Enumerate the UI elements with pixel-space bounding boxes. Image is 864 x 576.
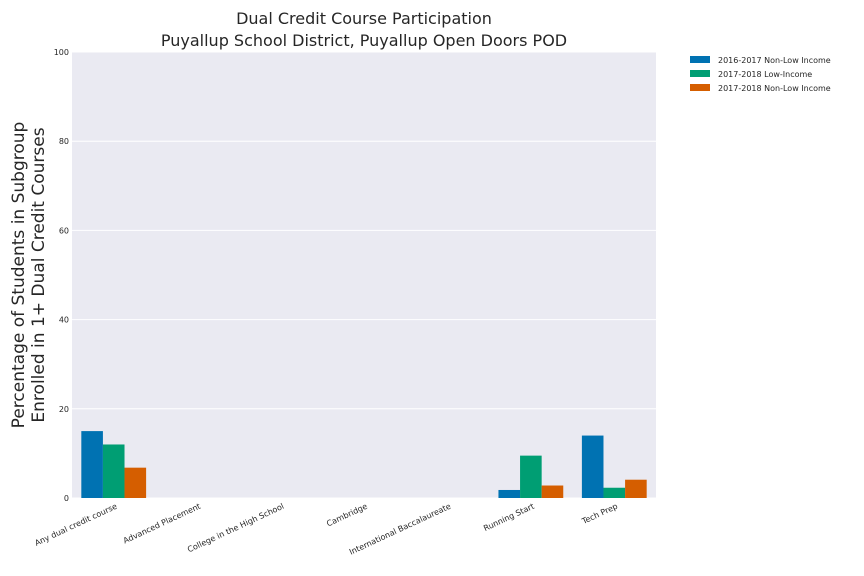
legend: 2016-2017 Non-Low Income 2017-2018 Low-In… xyxy=(690,56,831,93)
bar xyxy=(541,485,564,498)
y-axis-label-line1: Percentage of Students in Subgroup xyxy=(9,122,29,429)
bar xyxy=(81,431,103,498)
bar xyxy=(581,435,604,498)
bar xyxy=(625,479,647,498)
y-axis-label-line2: Enrolled in 1+ Dual Credit Courses xyxy=(29,127,49,422)
bar xyxy=(520,455,542,498)
bar xyxy=(498,489,521,498)
chart-subtitle: Puyallup School District, Puyallup Open … xyxy=(161,31,567,50)
y-tick-label: 60 xyxy=(59,226,69,235)
legend-label: 2017-2018 Non-Low Income xyxy=(718,84,831,93)
x-tick-label: Advanced Placement xyxy=(122,502,202,546)
y-tick-label: 20 xyxy=(59,405,69,414)
bars xyxy=(81,431,647,498)
x-tick-label: Cambridge xyxy=(325,502,369,529)
y-tick-label: 80 xyxy=(59,137,69,146)
y-tick-label: 40 xyxy=(59,316,69,325)
y-tick-label: 0 xyxy=(64,494,69,503)
bar xyxy=(603,487,626,498)
chart-title: Dual Credit Course Participation xyxy=(236,9,492,28)
y-axis-ticks: 0 20 40 60 80 100 xyxy=(54,48,69,503)
x-tick-label: Tech Prep xyxy=(580,502,619,527)
plot-area xyxy=(72,52,656,498)
legend-label: 2017-2018 Low-Income xyxy=(718,70,812,79)
legend-swatch xyxy=(690,56,710,63)
x-axis-ticks: Any dual credit course Advanced Placement… xyxy=(33,502,619,557)
legend-swatch xyxy=(690,70,710,77)
bar xyxy=(102,444,125,498)
legend-swatch xyxy=(690,84,710,91)
x-tick-label: Running Start xyxy=(482,502,536,533)
bar xyxy=(124,467,147,498)
x-tick-label: Any dual credit course xyxy=(33,502,118,548)
legend-label: 2016-2017 Non-Low Income xyxy=(718,56,831,65)
y-tick-label: 100 xyxy=(54,48,69,57)
